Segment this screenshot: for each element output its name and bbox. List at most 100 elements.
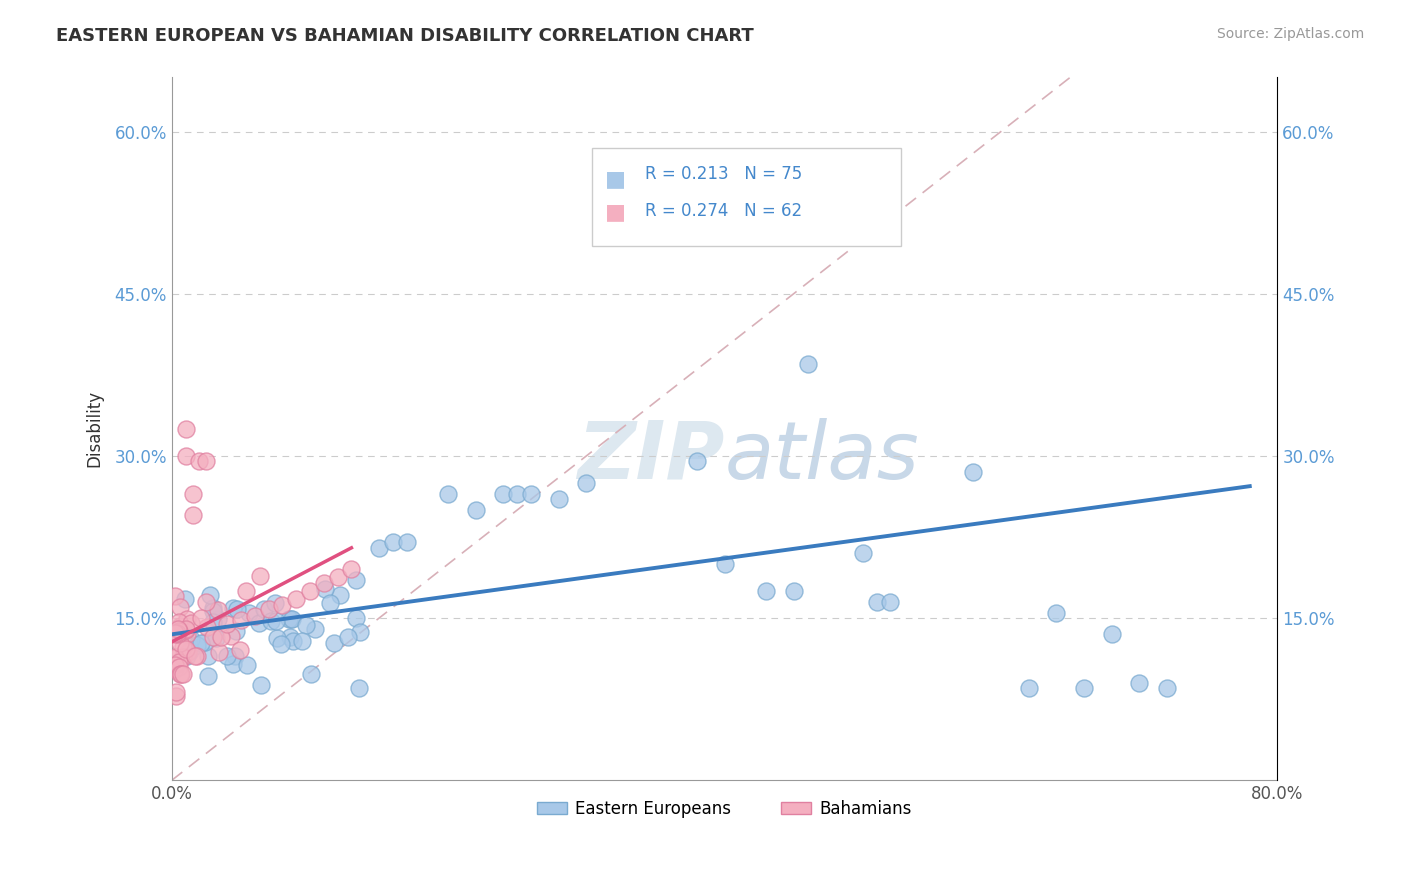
Point	[1018, 681, 1040, 696]
Point	[755, 584, 778, 599]
Text: ■: ■	[605, 169, 626, 189]
Point	[225, 602, 247, 616]
Point	[329, 588, 352, 602]
Point	[190, 610, 212, 624]
Point	[167, 615, 190, 630]
Point	[238, 606, 260, 620]
Y-axis label: Disability: Disability	[86, 391, 103, 467]
Point	[169, 667, 191, 681]
Point	[180, 632, 202, 646]
Point	[215, 616, 238, 631]
Point	[304, 623, 326, 637]
Point	[395, 535, 418, 549]
Point	[368, 541, 391, 555]
Point	[201, 604, 224, 618]
Point	[271, 598, 294, 612]
Point	[229, 642, 252, 657]
Text: ZIP: ZIP	[578, 418, 724, 496]
Point	[323, 636, 346, 650]
Text: R = 0.274   N = 62: R = 0.274 N = 62	[645, 202, 801, 219]
Point	[236, 658, 259, 673]
Point	[219, 629, 242, 643]
Point	[194, 634, 217, 648]
Point	[169, 636, 191, 650]
Point	[281, 634, 304, 648]
Point	[209, 631, 232, 645]
Point	[229, 613, 252, 627]
Point	[222, 657, 245, 671]
Point	[318, 596, 340, 610]
Point	[253, 602, 276, 616]
Point	[575, 475, 598, 490]
Point	[169, 619, 191, 633]
Point	[1128, 676, 1150, 690]
Point	[207, 612, 229, 626]
Point	[174, 624, 197, 638]
Point	[197, 648, 219, 663]
Point	[249, 678, 271, 692]
Point	[195, 620, 218, 634]
Point	[215, 649, 238, 664]
Point	[312, 576, 335, 591]
Point	[172, 649, 194, 664]
Legend: Eastern Europeans, Bahamians: Eastern Europeans, Bahamians	[530, 793, 918, 825]
Point	[247, 615, 270, 630]
Point	[298, 584, 321, 599]
Point	[170, 667, 193, 681]
Point	[280, 612, 302, 626]
Point	[181, 487, 204, 501]
Point	[224, 649, 246, 664]
Point	[1101, 627, 1123, 641]
Point	[179, 643, 201, 657]
Point	[181, 508, 204, 523]
Point	[266, 632, 288, 646]
Point	[686, 454, 709, 468]
Point	[437, 487, 460, 501]
Point	[278, 612, 301, 626]
Point	[295, 617, 318, 632]
Point	[170, 625, 193, 640]
Text: EASTERN EUROPEAN VS BAHAMIAN DISABILITY CORRELATION CHART: EASTERN EUROPEAN VS BAHAMIAN DISABILITY …	[56, 27, 754, 45]
Point	[174, 449, 197, 463]
Text: ■: ■	[605, 202, 626, 222]
Point	[225, 624, 247, 639]
Point	[163, 649, 186, 664]
Point	[180, 616, 202, 631]
Point	[177, 645, 200, 659]
Point	[291, 634, 314, 648]
Point	[186, 639, 208, 653]
Point	[464, 503, 486, 517]
Point	[195, 454, 218, 468]
Point	[314, 582, 336, 596]
Point	[243, 609, 266, 624]
Point	[1073, 681, 1095, 696]
Point	[167, 624, 190, 638]
Point	[174, 642, 197, 657]
Point	[299, 667, 322, 681]
Point	[186, 648, 208, 663]
Point	[285, 591, 308, 606]
Point	[188, 454, 211, 468]
Point	[713, 557, 735, 571]
Point	[172, 640, 194, 654]
Point	[865, 595, 887, 609]
Point	[207, 603, 229, 617]
Point	[337, 630, 360, 644]
Point	[167, 655, 190, 669]
Point	[174, 422, 197, 436]
Point	[260, 614, 283, 628]
Point	[176, 648, 198, 663]
Text: Source: ZipAtlas.com: Source: ZipAtlas.com	[1216, 27, 1364, 41]
Point	[200, 587, 222, 601]
Point	[174, 591, 197, 606]
Point	[165, 689, 187, 703]
Point	[520, 487, 543, 501]
Point	[326, 570, 349, 584]
Point	[879, 595, 901, 609]
Point	[165, 684, 187, 698]
Point	[222, 600, 245, 615]
Point	[381, 535, 404, 549]
Point	[163, 657, 186, 672]
Point	[344, 573, 367, 587]
Point	[166, 622, 188, 636]
